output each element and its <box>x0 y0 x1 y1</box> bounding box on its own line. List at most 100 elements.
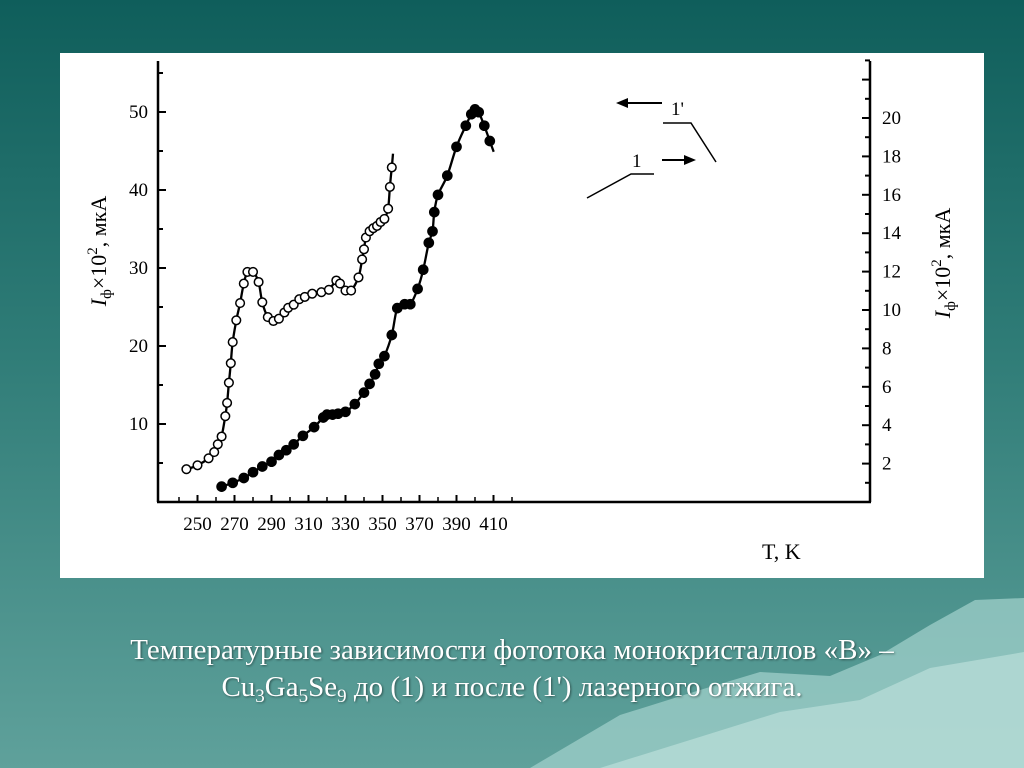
data-point <box>423 237 435 249</box>
right-y-tick-label: 8 <box>882 338 892 359</box>
x-tick-label: 390 <box>442 514 471 535</box>
slide-caption: Температурные зависимости фототока монок… <box>40 632 984 706</box>
data-point <box>297 430 309 442</box>
data-point <box>222 397 233 408</box>
left-y-axis-label: Iф×102, мкА <box>85 196 115 308</box>
data-point <box>427 225 438 237</box>
data-point <box>383 203 394 214</box>
x-tick-label: 290 <box>257 514 286 535</box>
data-point <box>216 481 227 492</box>
data-point <box>340 406 351 418</box>
data-point <box>451 141 462 153</box>
data-point <box>432 189 444 201</box>
data-point <box>473 106 485 118</box>
right-y-tick-label: 14 <box>882 223 902 244</box>
right-y-axis-ticks: 2 4 6 8 10 12 14 16 18 20 <box>862 59 902 484</box>
data-point <box>266 456 277 468</box>
data-point <box>357 254 368 265</box>
series-1 <box>181 153 397 475</box>
data-point <box>478 120 490 132</box>
caption-line-1: Температурные зависимости фототока монок… <box>130 634 894 666</box>
x-tick-label: 250 <box>183 514 212 535</box>
series-1-label: 1 <box>632 151 642 172</box>
x-tick-label: 370 <box>405 514 434 535</box>
data-point <box>441 170 453 181</box>
data-point <box>379 213 390 224</box>
data-point <box>227 477 239 489</box>
data-point <box>349 398 361 410</box>
data-point <box>484 135 496 147</box>
data-point <box>386 162 397 173</box>
right-y-tick-label: 6 <box>882 377 892 398</box>
chart-panel: 250 270 290 310 330 350 370 390 410 10 20 30 40 50 2… <box>60 53 984 578</box>
right-y-tick-label: 12 <box>882 262 901 283</box>
data-point <box>308 421 320 433</box>
series-layer <box>181 104 496 492</box>
right-y-tick-label: 16 <box>882 185 901 206</box>
right-y-tick-label: 18 <box>882 146 901 167</box>
data-point <box>216 431 227 442</box>
data-point <box>323 284 334 295</box>
data-point <box>212 439 223 450</box>
data-point <box>428 206 440 218</box>
series-1-leader-line <box>586 173 654 199</box>
left-y-tick-label: 50 <box>129 102 148 123</box>
data-point <box>412 283 423 295</box>
data-point <box>273 313 284 324</box>
series-1prime-arrow-head <box>616 98 628 108</box>
x-tick-label: 410 <box>479 514 508 535</box>
left-y-tick-label: 20 <box>129 336 148 357</box>
right-y-tick-label: 2 <box>882 454 892 475</box>
right-y-tick-label: 4 <box>882 415 892 436</box>
data-point <box>257 297 268 308</box>
temperature-photocurrent-chart: 250 270 290 310 330 350 370 390 410 10 20 30 40 50 2… <box>85 59 959 564</box>
data-point <box>404 298 416 310</box>
left-y-tick-label: 10 <box>129 414 148 435</box>
data-point <box>460 120 472 132</box>
series-1-arrow-head <box>684 155 696 165</box>
data-point <box>223 377 234 388</box>
series-1prime-leader-line <box>663 122 717 163</box>
data-point <box>334 278 346 289</box>
data-point <box>227 337 238 348</box>
data-point <box>346 285 357 296</box>
series-1-annotation: 1 <box>586 151 696 199</box>
right-y-tick-label: 20 <box>882 108 901 129</box>
data-point <box>256 461 268 472</box>
x-tick-label: 310 <box>294 514 323 535</box>
data-point <box>379 350 390 362</box>
left-y-tick-label: 30 <box>129 258 148 279</box>
data-point <box>225 358 236 369</box>
data-point <box>203 453 214 464</box>
x-tick-label: 350 <box>368 514 397 535</box>
x-tick-label: 270 <box>220 514 249 535</box>
data-point <box>231 315 242 326</box>
left-y-tick-label: 40 <box>129 180 148 201</box>
data-point <box>307 288 318 299</box>
data-point <box>238 472 250 484</box>
series-1prime-annotation: 1' <box>616 98 717 163</box>
right-y-axis-label: Iф×102, мкА <box>929 208 959 320</box>
series-1prime-label: 1' <box>671 99 684 120</box>
data-point <box>364 378 375 390</box>
data-point <box>280 444 292 456</box>
data-point <box>247 266 259 277</box>
data-point <box>384 181 395 192</box>
data-point <box>358 244 370 255</box>
data-point <box>220 411 231 422</box>
x-axis-ticks: 250 270 290 310 330 350 370 390 410 <box>178 495 513 535</box>
x-axis-label: T, K <box>762 539 801 564</box>
x-tick-label: 330 <box>331 514 360 535</box>
data-point <box>386 329 398 341</box>
data-point <box>373 358 385 370</box>
data-point <box>235 298 246 309</box>
data-point <box>353 272 364 283</box>
data-point <box>253 276 264 288</box>
data-point <box>288 439 300 450</box>
data-point <box>273 449 285 461</box>
data-point <box>238 278 249 289</box>
data-point <box>358 387 370 398</box>
caption-line-2: Cu3Ga5Se9 до (1) и после (1') лазерного … <box>221 671 803 707</box>
data-point <box>417 264 429 276</box>
